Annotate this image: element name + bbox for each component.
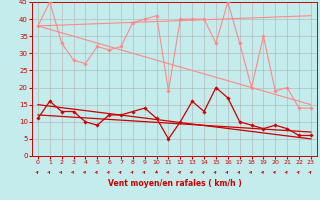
X-axis label: Vent moyen/en rafales ( km/h ): Vent moyen/en rafales ( km/h ) [108,179,241,188]
